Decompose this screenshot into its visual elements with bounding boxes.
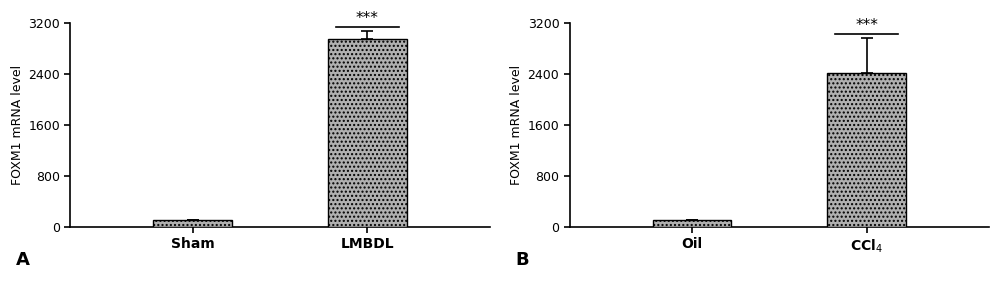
Bar (827, 73, 906, 227)
Text: ***: *** (855, 18, 878, 33)
Y-axis label: FOXM1 mRNA level: FOXM1 mRNA level (510, 65, 523, 185)
Text: B: B (515, 251, 529, 269)
Bar (153, 221, 232, 227)
Bar (328, 39, 407, 227)
Y-axis label: FOXM1 mRNA level: FOXM1 mRNA level (11, 65, 24, 185)
Text: ***: *** (356, 11, 379, 26)
Bar (653, 221, 731, 227)
Text: A: A (16, 251, 30, 269)
